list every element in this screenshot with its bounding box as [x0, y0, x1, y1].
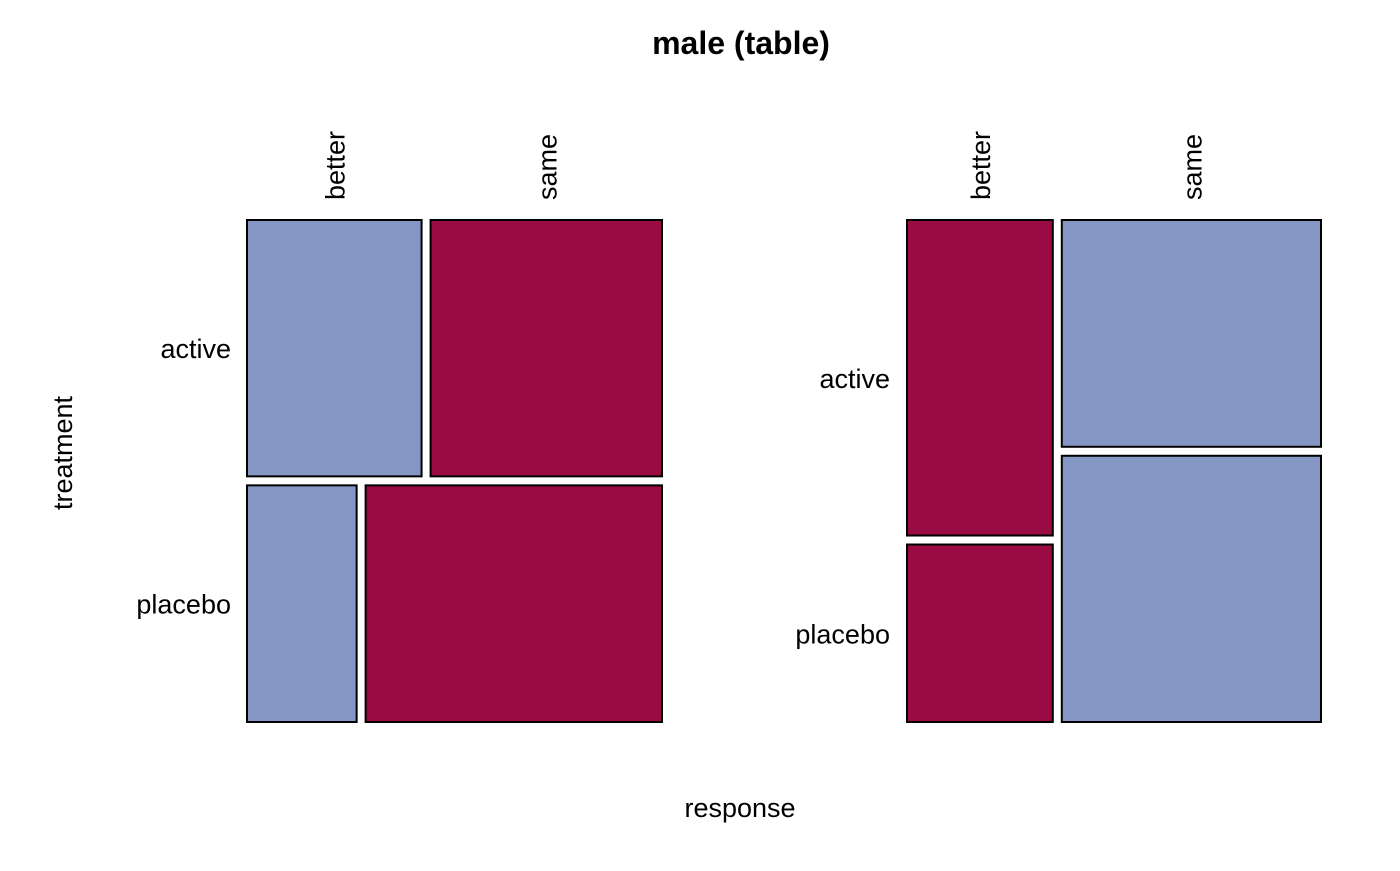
- right-tile-active-same: [1060, 219, 1323, 448]
- right-tile-placebo-better: [906, 543, 1054, 724]
- left-tile-active-better: [246, 219, 423, 478]
- right-column-label-same: same: [1177, 134, 1207, 200]
- x-axis-label: response: [684, 793, 795, 823]
- chart-title: male (table): [652, 25, 830, 61]
- mosaic-panel-left: better same active placebo: [136, 131, 663, 723]
- right-tile-placebo-same: [1060, 454, 1323, 723]
- left-row-label-placebo: placebo: [136, 590, 231, 620]
- left-column-label-same: same: [532, 134, 562, 200]
- left-tile-active-same: [429, 219, 663, 478]
- right-tile-active-better: [906, 219, 1054, 537]
- y-axis-label: treatment: [48, 395, 78, 510]
- left-tile-placebo-same: [364, 484, 663, 723]
- right-row-label-placebo: placebo: [795, 619, 890, 649]
- left-column-label-better: better: [320, 131, 350, 200]
- right-row-label-active: active: [819, 364, 890, 394]
- mosaic-panel-right: better same active placebo: [795, 131, 1323, 724]
- left-tile-placebo-better: [246, 484, 358, 723]
- left-row-label-active: active: [160, 334, 231, 364]
- right-column-label-better: better: [966, 131, 996, 200]
